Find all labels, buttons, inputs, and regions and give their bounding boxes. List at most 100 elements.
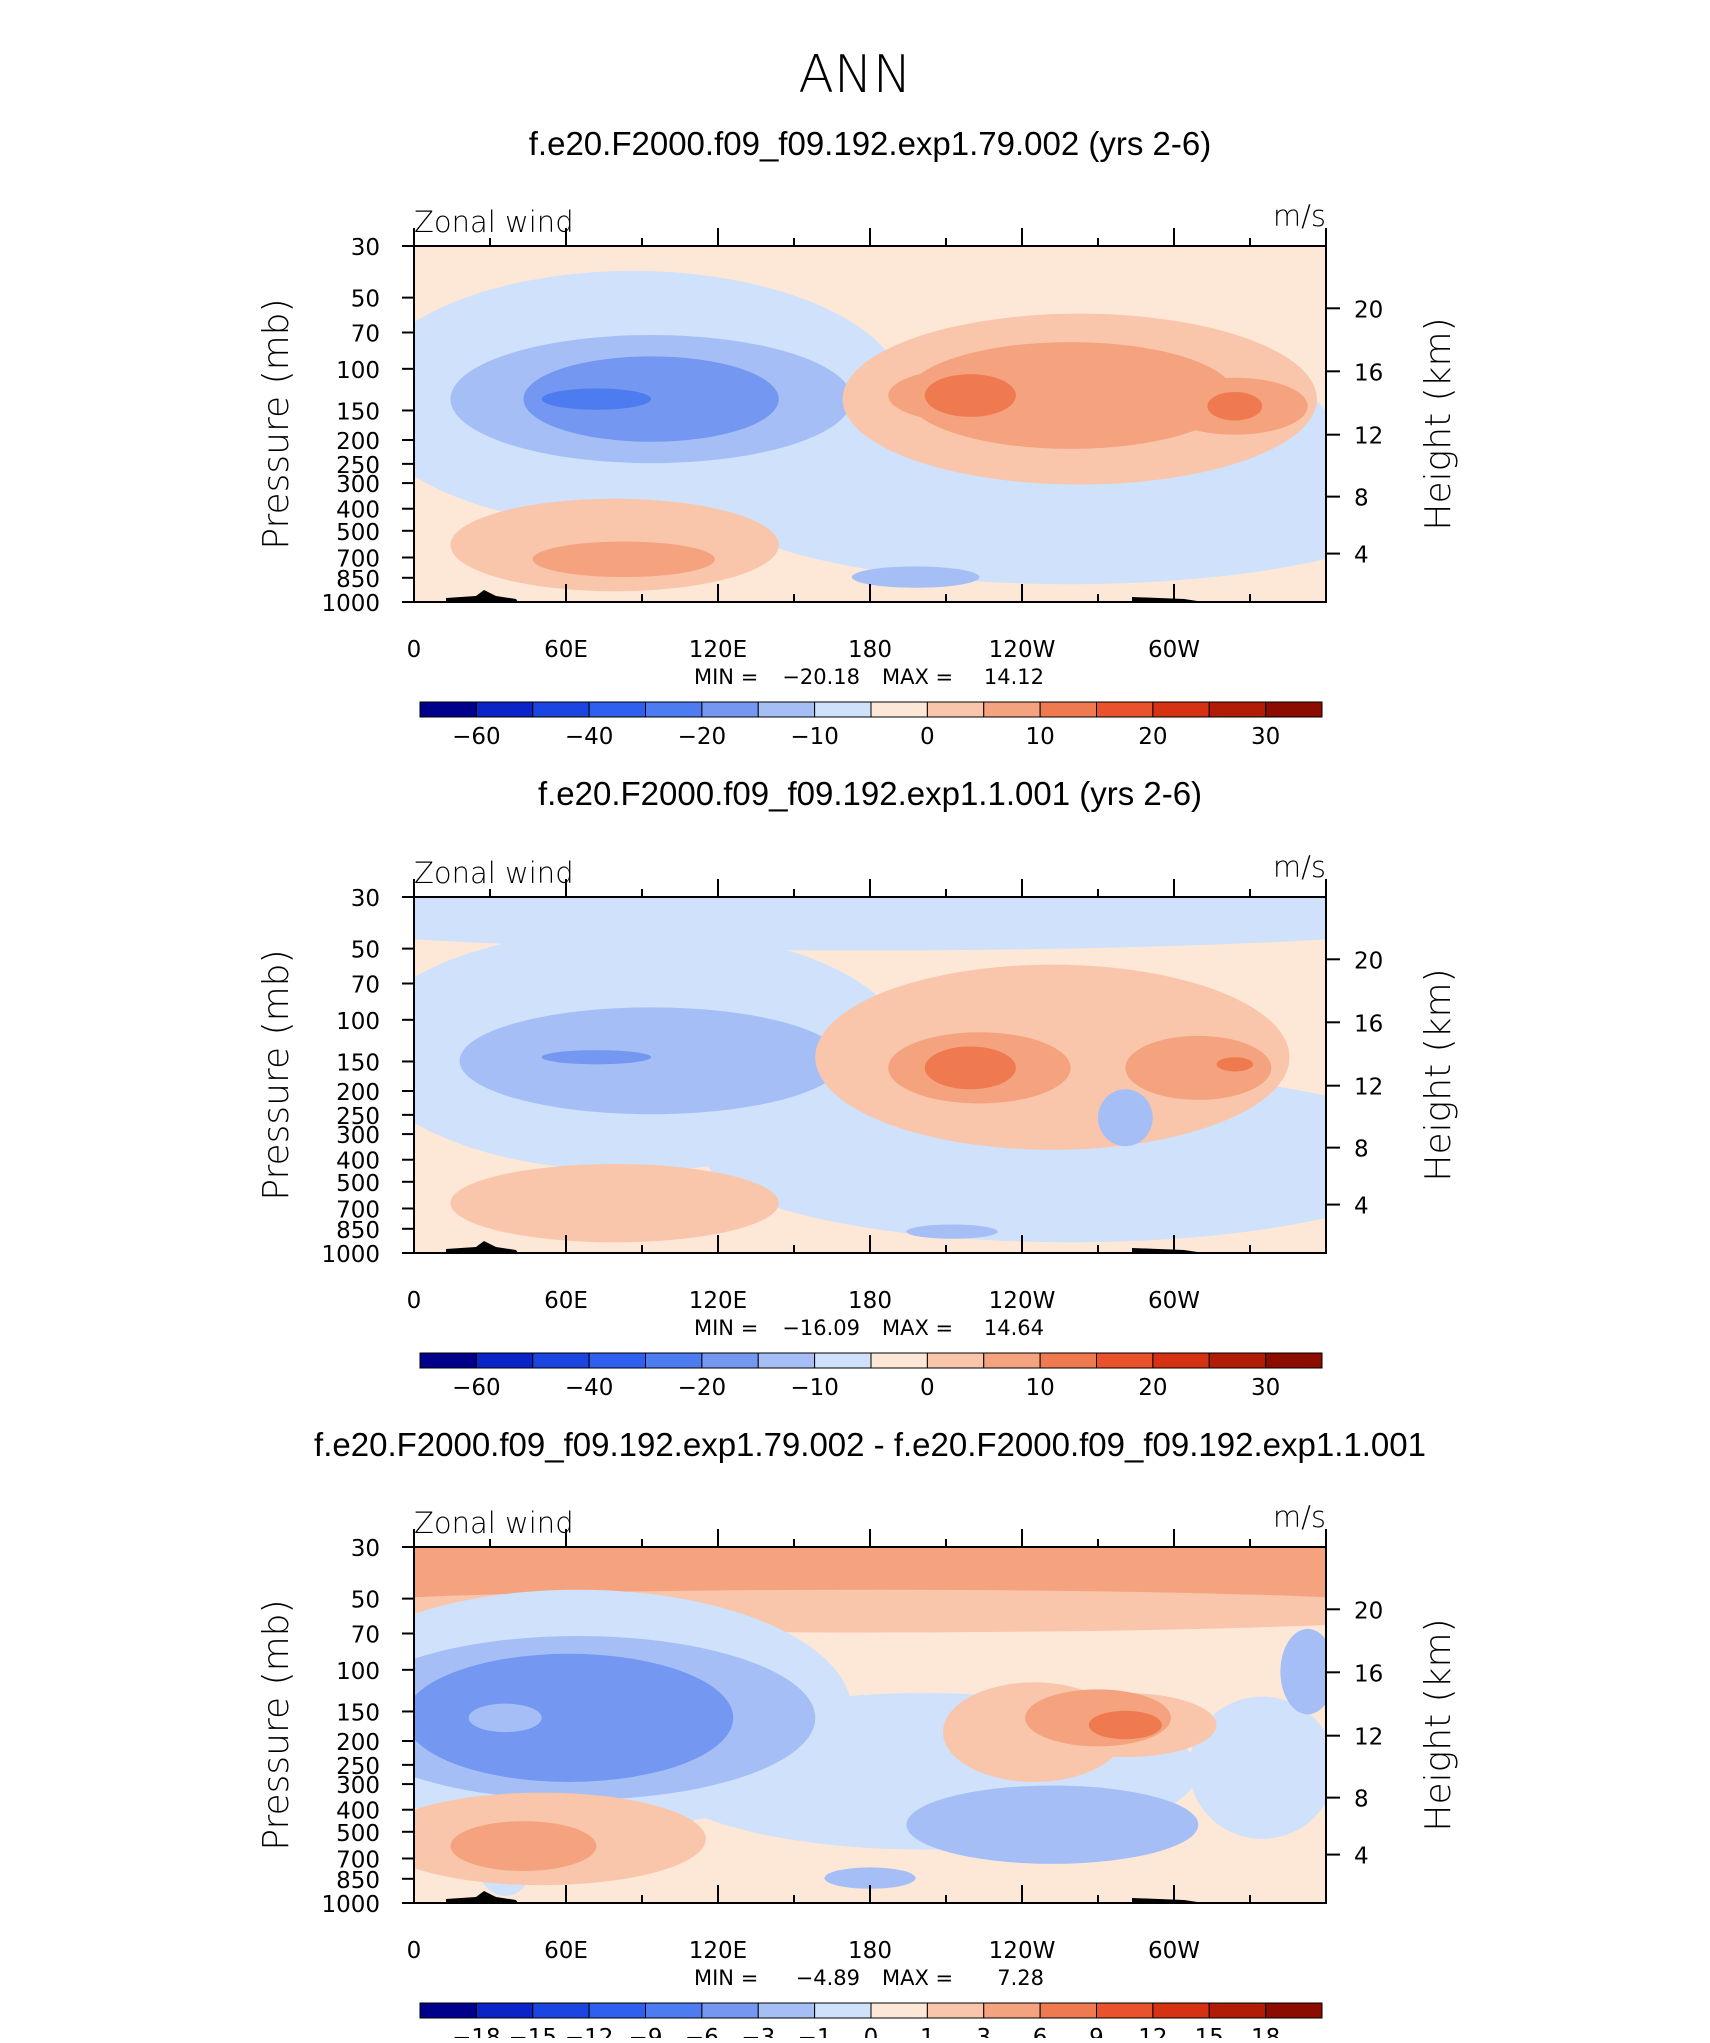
contour-region	[541, 1050, 652, 1065]
colorbar-label: 30	[1251, 724, 1280, 750]
colorbar-swatch	[1039, 2002, 1097, 2019]
contour-region	[532, 541, 715, 578]
y-tick-label: 850	[336, 1218, 380, 1244]
colorbar-label: 20	[1138, 1375, 1167, 1401]
height-tick-label: 4	[1354, 1194, 1369, 1220]
contour-region	[414, 1653, 734, 1782]
height-tick-label: 8	[1354, 486, 1369, 512]
y-tick-label: 700	[336, 1198, 380, 1224]
colorbar-swatch	[1096, 701, 1154, 718]
height-tick-label: 4	[1354, 543, 1369, 569]
colorbar-label: 6	[1033, 2025, 1048, 2038]
contour-region	[851, 566, 980, 588]
season-title: ANN	[798, 45, 911, 105]
colorbar-label: 0	[920, 1375, 935, 1401]
y-tick-label: 70	[351, 973, 380, 999]
colorbar-swatch	[926, 2002, 985, 2019]
contour-field	[414, 1547, 1326, 1903]
colorbar-label: 1	[920, 2025, 935, 2038]
colorbar-swatch	[588, 2002, 646, 2019]
contour-region	[1189, 1696, 1326, 1839]
max-value: 14.64	[984, 1316, 1044, 1340]
panel-3: f.e20.F2000.f09_f09.192.exp1.79.002 - f.…	[256, 1426, 1459, 2043]
colorbar-label: −20	[678, 1375, 727, 1401]
colorbar-label: −40	[565, 1375, 614, 1401]
units-label: m/s	[1273, 199, 1326, 233]
contour-region	[924, 374, 1016, 417]
contour-region	[1098, 1089, 1153, 1147]
y-tick-label: 200	[336, 1080, 380, 1106]
colorbar-label: 30	[1251, 1375, 1280, 1401]
max-value: 14.12	[984, 665, 1044, 689]
min-value: −16.09	[782, 1316, 860, 1340]
y2-axis-label: Height (km)	[1418, 968, 1459, 1181]
contour-region	[1280, 1628, 1326, 1715]
y-tick-label: 30	[351, 886, 380, 912]
contour-region	[1125, 1035, 1272, 1100]
contour-region	[1088, 1710, 1162, 1740]
colorbar-label: −40	[565, 724, 614, 750]
colorbar-swatch	[701, 2002, 759, 2019]
colorbar-swatch	[1208, 1352, 1267, 1369]
colorbar-swatch	[532, 701, 590, 718]
colorbar-swatch	[983, 1352, 1041, 1369]
x-tick-label: 60E	[544, 637, 588, 663]
colorbar-label: −1	[798, 2025, 832, 2038]
y-tick-label: 1000	[321, 591, 380, 617]
min-label: MIN =	[694, 665, 758, 689]
colorbar-swatch	[1152, 701, 1210, 718]
y-tick-label: 250	[336, 453, 380, 479]
colorbar-label: 18	[1251, 2025, 1280, 2038]
colorbar-label: −3	[741, 2025, 775, 2038]
variable-label: Zonal wind	[414, 205, 574, 239]
x-tick-label: 60W	[1148, 1288, 1200, 1314]
y-tick-label: 100	[336, 1659, 380, 1685]
min-max: MIN = −20.18 MAX = 14.12	[694, 665, 1044, 689]
y-tick-label: 300	[336, 1123, 380, 1149]
contour-field	[414, 897, 1326, 1253]
x-tick-label: 180	[848, 1288, 892, 1314]
y-tick-label: 500	[336, 1821, 380, 1847]
contour-region	[459, 1007, 843, 1115]
max-label: MAX =	[882, 1966, 953, 1990]
y-tick-label: 850	[336, 567, 380, 593]
colorbar-swatch	[814, 701, 872, 718]
colorbar-label: 20	[1138, 724, 1167, 750]
y-tick-label: 70	[351, 1623, 380, 1649]
y-tick-label: 1000	[321, 1892, 380, 1918]
colorbar-swatch	[532, 2002, 590, 2019]
colorbar-label: 10	[1025, 724, 1054, 750]
contour-region	[906, 1224, 998, 1239]
colorbar-swatch	[1265, 1352, 1323, 1369]
units-label: m/s	[1273, 1500, 1326, 1534]
x-tick-label: 0	[407, 1288, 422, 1314]
contour-region	[824, 1867, 916, 1889]
y-tick-label: 150	[336, 1700, 380, 1726]
colorbar-swatch	[701, 1352, 759, 1369]
colorbar-label: −12	[565, 2025, 614, 2038]
contour-region	[450, 1821, 597, 1871]
y-tick-label: 250	[336, 1104, 380, 1130]
height-tick-label: 16	[1354, 1011, 1383, 1037]
colorbar-label: 0	[920, 724, 935, 750]
colorbar-swatch	[419, 2002, 477, 2019]
colorbar-swatch	[1096, 1352, 1154, 1369]
y-tick-label: 500	[336, 1171, 380, 1197]
colorbar-label: −10	[790, 724, 839, 750]
min-value: −4.89	[796, 1966, 860, 1990]
colorbar-label: 12	[1138, 2025, 1167, 2038]
y-tick-label: 850	[336, 1868, 380, 1894]
colorbar-swatch	[1265, 701, 1323, 718]
contour-region	[1216, 1057, 1254, 1072]
colorbar-swatch	[926, 1352, 985, 1369]
contour-region	[450, 1164, 779, 1243]
colorbar-swatch	[1152, 1352, 1210, 1369]
x-tick-label: 0	[407, 1938, 422, 1964]
x-tick-label: 0	[407, 637, 422, 663]
y-tick-label: 30	[351, 235, 380, 261]
max-label: MAX =	[882, 1316, 953, 1340]
y-tick-label: 400	[336, 498, 380, 524]
y-tick-label: 100	[336, 358, 380, 384]
height-tick-label: 20	[1354, 948, 1383, 974]
height-tick-label: 16	[1354, 1661, 1383, 1687]
